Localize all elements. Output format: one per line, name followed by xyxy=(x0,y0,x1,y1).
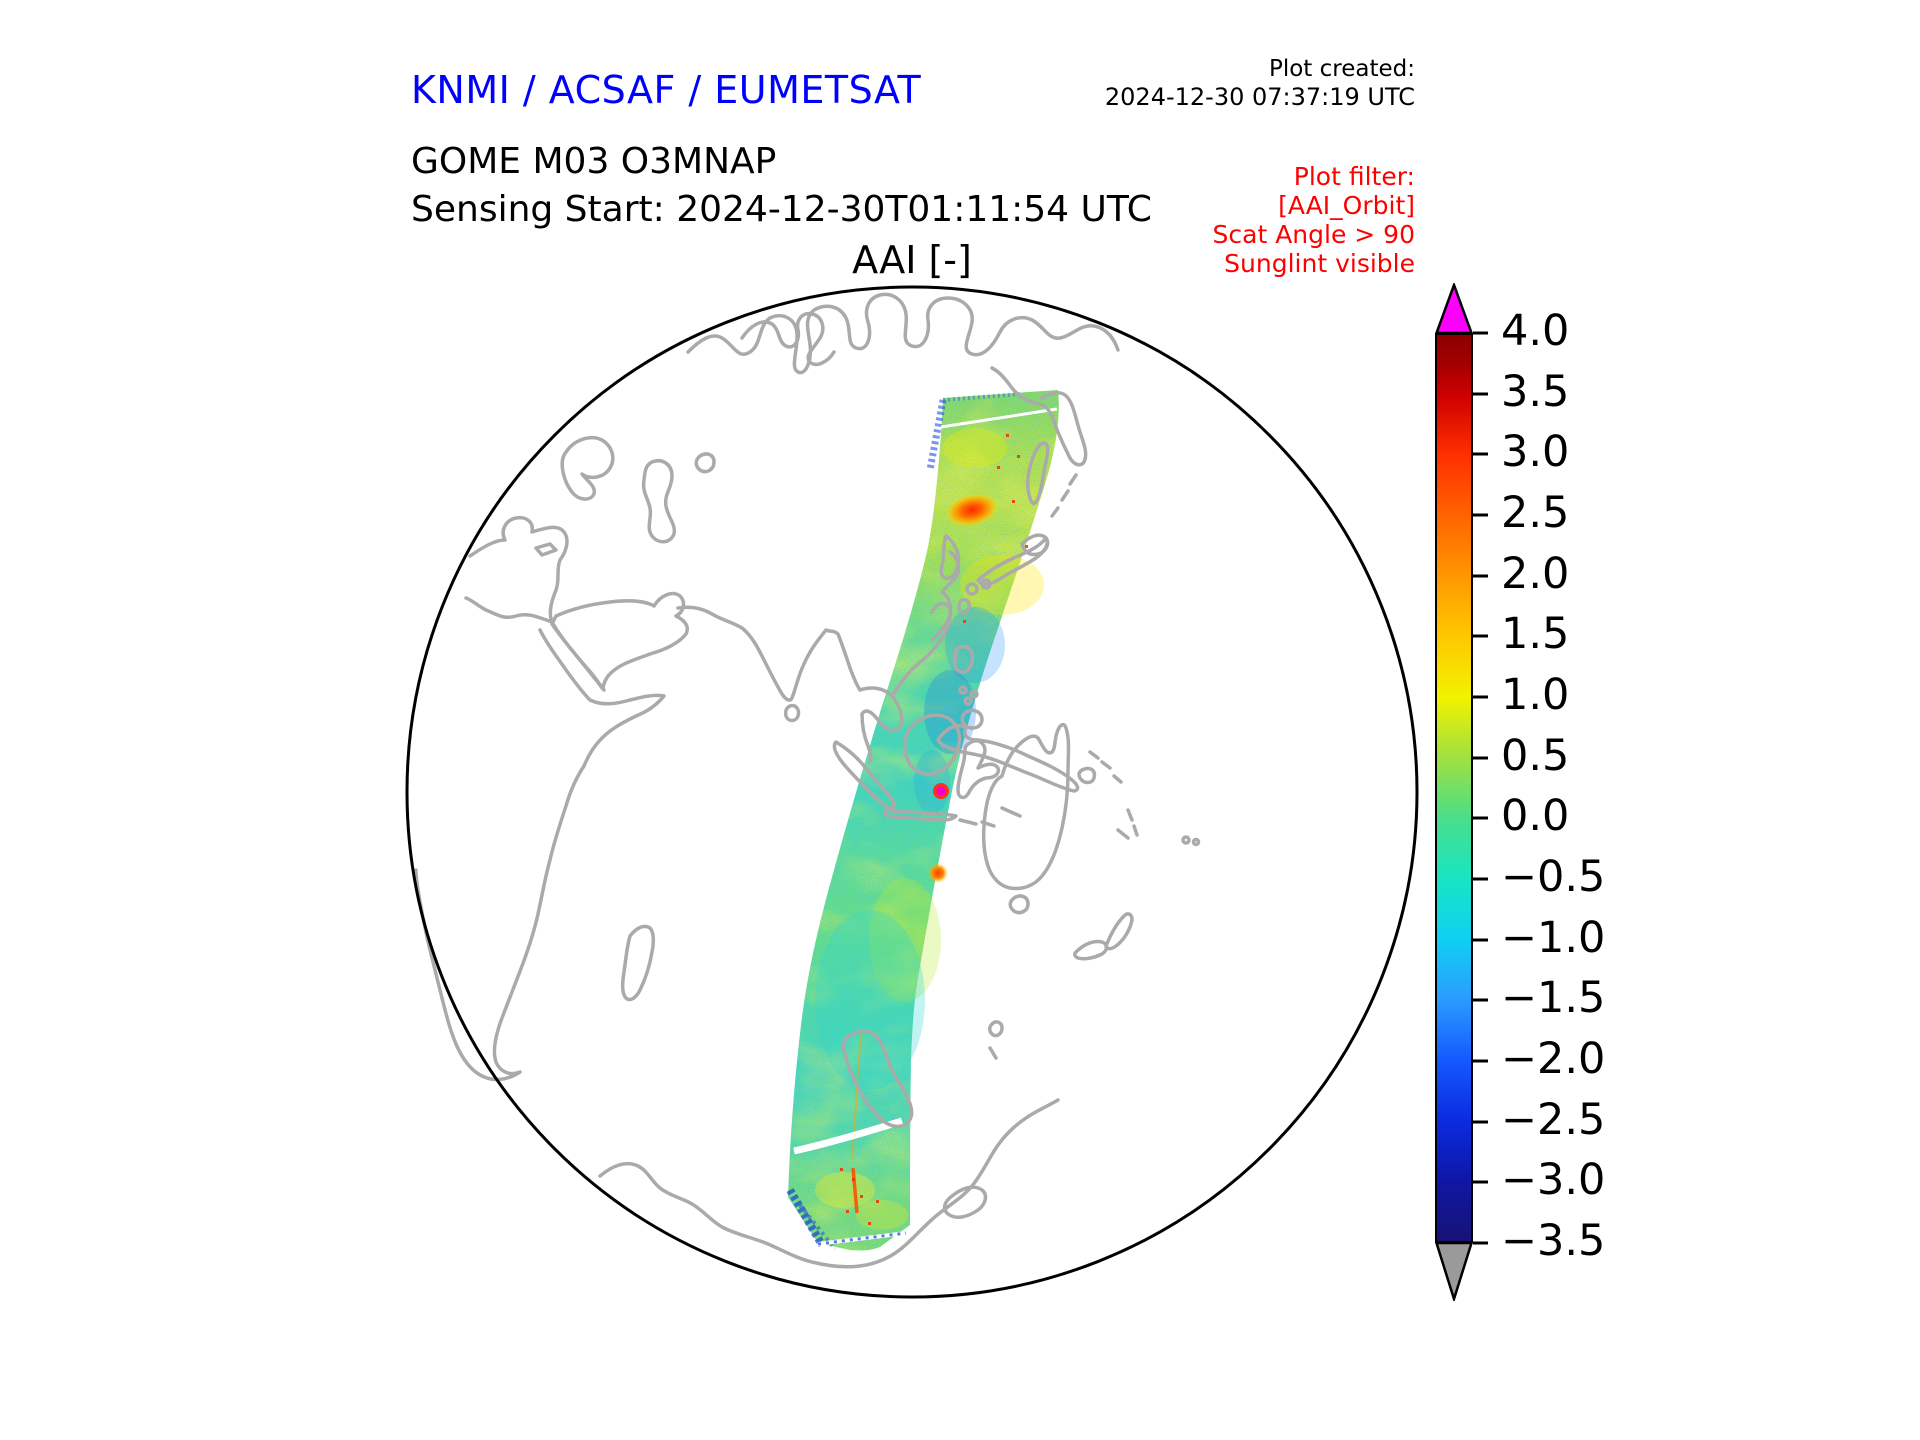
colorbar: 4.0 3.5 3.0 2.5 2.0 1.5 1.0 0.5 0.0 −0.5 −1.0 −1.5 −… xyxy=(1435,283,1605,1308)
product-title: GOME M03 O3MNAP xyxy=(411,141,777,182)
orbit-swath xyxy=(786,390,1059,1251)
colorbar-tick xyxy=(1473,938,1488,942)
colorbar-tick xyxy=(1473,634,1488,638)
plot-filter-title: Plot filter: xyxy=(1293,162,1415,191)
plot-filter-line: Scat Angle > 90 xyxy=(1212,220,1415,249)
plot-filter-block: Plot filter: [AAI_Orbit] Scat Angle > 90… xyxy=(1213,162,1415,278)
colorbar-tick-label: 2.0 xyxy=(1501,548,1570,599)
colorbar-tick-label: 4.0 xyxy=(1501,306,1570,356)
colorbar-tick-label: −3.5 xyxy=(1501,1216,1606,1266)
plot-created-label: Plot created: xyxy=(1268,56,1415,82)
colorbar-tick-label: 2.5 xyxy=(1501,488,1570,538)
colorbar-tick xyxy=(1473,1241,1488,1245)
swath-feature-orange-spot xyxy=(928,863,948,883)
swath-feature-red-blob xyxy=(945,493,999,527)
colorbar-tick-label: −1.0 xyxy=(1501,912,1606,963)
colorbar-tick xyxy=(1473,1180,1488,1184)
colorbar-tick xyxy=(1473,574,1488,578)
colorbar-tick xyxy=(1473,1120,1488,1124)
brand-title: KNMI / ACSAF / EUMETSAT xyxy=(411,68,922,112)
plot-filter-line: [AAI_Orbit] xyxy=(1278,191,1415,220)
swath-gap-line-north xyxy=(940,407,1058,429)
colorbar-tick xyxy=(1473,392,1488,396)
colorbar-tick xyxy=(1473,452,1488,456)
colorbar-tick-label: 3.0 xyxy=(1501,427,1570,478)
colorbar-tick-label: −3.0 xyxy=(1501,1155,1606,1206)
swath-feature-blobs xyxy=(786,392,1058,1251)
colorbar-tick-label: 1.0 xyxy=(1501,670,1570,720)
colorbar-bar xyxy=(1435,333,1473,1243)
colorbar-tick-label: −2.5 xyxy=(1501,1094,1606,1145)
colorbar-tick xyxy=(1473,331,1488,335)
colorbar-tick-label: −2.0 xyxy=(1501,1034,1606,1084)
colorbar-tick xyxy=(1473,1059,1488,1063)
colorbar-tick-label: 3.5 xyxy=(1501,366,1570,417)
plot-filter-line: Sunglint visible xyxy=(1224,249,1415,278)
colorbar-tick xyxy=(1473,998,1488,1002)
colorbar-tick-label: −0.5 xyxy=(1501,852,1606,902)
colorbar-tick xyxy=(1473,877,1488,881)
colorbar-tick-label: 0.5 xyxy=(1501,730,1570,781)
sensing-start: Sensing Start: 2024-12-30T01:11:54 UTC xyxy=(411,189,1152,230)
colorbar-under-arrow xyxy=(1435,1243,1473,1301)
colorbar-tick xyxy=(1473,756,1488,760)
colorbar-tick-label: −1.5 xyxy=(1501,973,1606,1024)
plot-created: Plot created: 2024-12-30 07:37:19 UTC xyxy=(1105,56,1415,111)
colorbar-tick-label: 0.0 xyxy=(1501,791,1570,842)
plot-created-value: 2024-12-30 07:37:19 UTC xyxy=(1104,83,1415,111)
globe-outline xyxy=(405,285,1419,1299)
colorbar-over-arrow xyxy=(1435,283,1473,333)
colorbar-tick xyxy=(1473,513,1488,517)
map-title: AAI [-] xyxy=(852,238,972,282)
colorbar-tick xyxy=(1473,695,1488,699)
coastlines xyxy=(414,292,1201,1269)
colorbar-tick xyxy=(1473,816,1488,820)
colorbar-tick-label: 1.5 xyxy=(1501,609,1570,660)
